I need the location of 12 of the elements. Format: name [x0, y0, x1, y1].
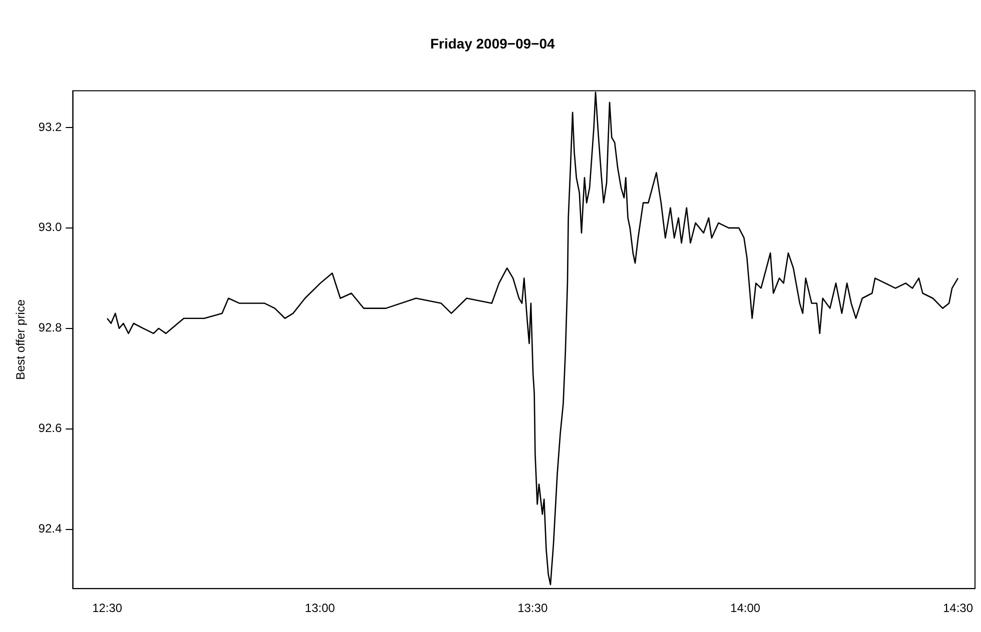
y-tick-label: 92.6	[38, 421, 62, 436]
y-tick-label: 93.2	[38, 120, 62, 134]
y-axis-title: Best offer price	[14, 299, 28, 380]
x-tick-label: 13:30	[518, 601, 548, 616]
y-tick-label: 92.8	[38, 320, 62, 335]
y-tick-label: 93.0	[38, 220, 62, 234]
x-tick-label: 12:30	[92, 601, 123, 616]
x-tick-label: 14:30	[942, 601, 974, 616]
x-tick-label: 13:00	[304, 601, 336, 616]
chart-title: Friday 2009−09−04	[430, 35, 555, 52]
y-tick-label: 92.4	[38, 522, 62, 536]
x-tick-label: 14:00	[730, 601, 761, 616]
